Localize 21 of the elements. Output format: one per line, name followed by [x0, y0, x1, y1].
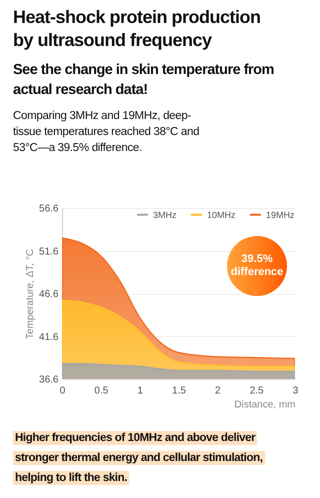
y-tick-label: 36.6	[39, 374, 59, 386]
x-tick-label: 1	[137, 386, 144, 396]
y-tick-label: 56.6	[39, 204, 59, 214]
x-tick-label: 0	[60, 386, 66, 396]
text: Comparing 3MHz and 19MHz, deep-tissue temperatures reached 38°C and 53°C—a 39.5% difference.	[13, 109, 200, 156]
x-tick-label: 0.5	[94, 386, 109, 396]
chart-title: Heat-shock protein production by ultrasound frequency	[13, 6, 262, 52]
chart-subtitle: See the change in skin temperature from actual research data!	[13, 61, 275, 100]
x-tick-label: 1.5	[172, 386, 186, 396]
legend-label: 3MHz	[153, 210, 177, 220]
y-tick-label: 51.6	[39, 246, 59, 258]
y-tick-label: 46.6	[39, 289, 59, 300]
y-tick-label: 41.6	[39, 332, 59, 343]
x-tick-label: 2	[215, 386, 222, 396]
x-axis-title: Distance, mm	[234, 400, 296, 410]
text: Higher frequencies of 10MHz and above deliver stronger thermal energy and cellular stimulation, helping to lift the skin.	[13, 431, 265, 485]
x-tick-label: 2.5	[250, 386, 264, 396]
y-axis-title: Temperature, ΔT, °C	[25, 248, 36, 340]
x-tick-label: 3	[292, 386, 299, 396]
legend-label: 19MHz	[266, 210, 296, 220]
legend-label: 10MHz	[207, 210, 236, 220]
